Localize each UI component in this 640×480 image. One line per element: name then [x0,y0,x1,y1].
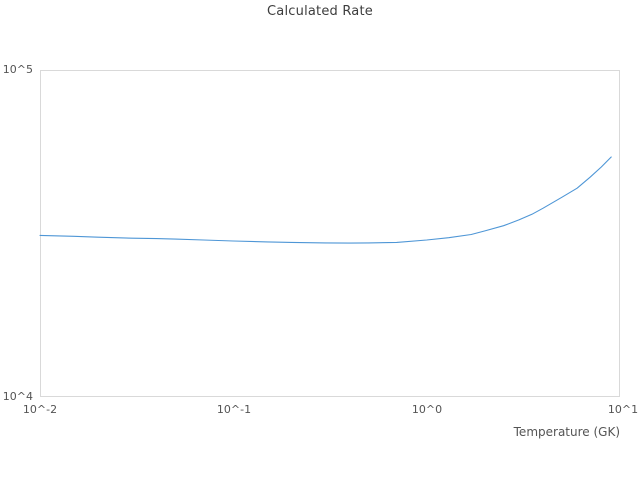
plot-area [40,70,620,397]
chart-title: Calculated Rate [267,4,373,19]
y-tick-1e5: 10^5 [2,63,33,76]
x-axis-label: Temperature (GK) [513,425,620,439]
x-tick-1e1: 10^1 [607,403,639,416]
y-tick-1e4: 10^4 [2,390,33,403]
x-tick-1e0: 10^0 [411,403,443,416]
x-tick-1e-2: 10^-2 [22,403,58,416]
x-tick-1e-1: 10^-1 [216,403,252,416]
